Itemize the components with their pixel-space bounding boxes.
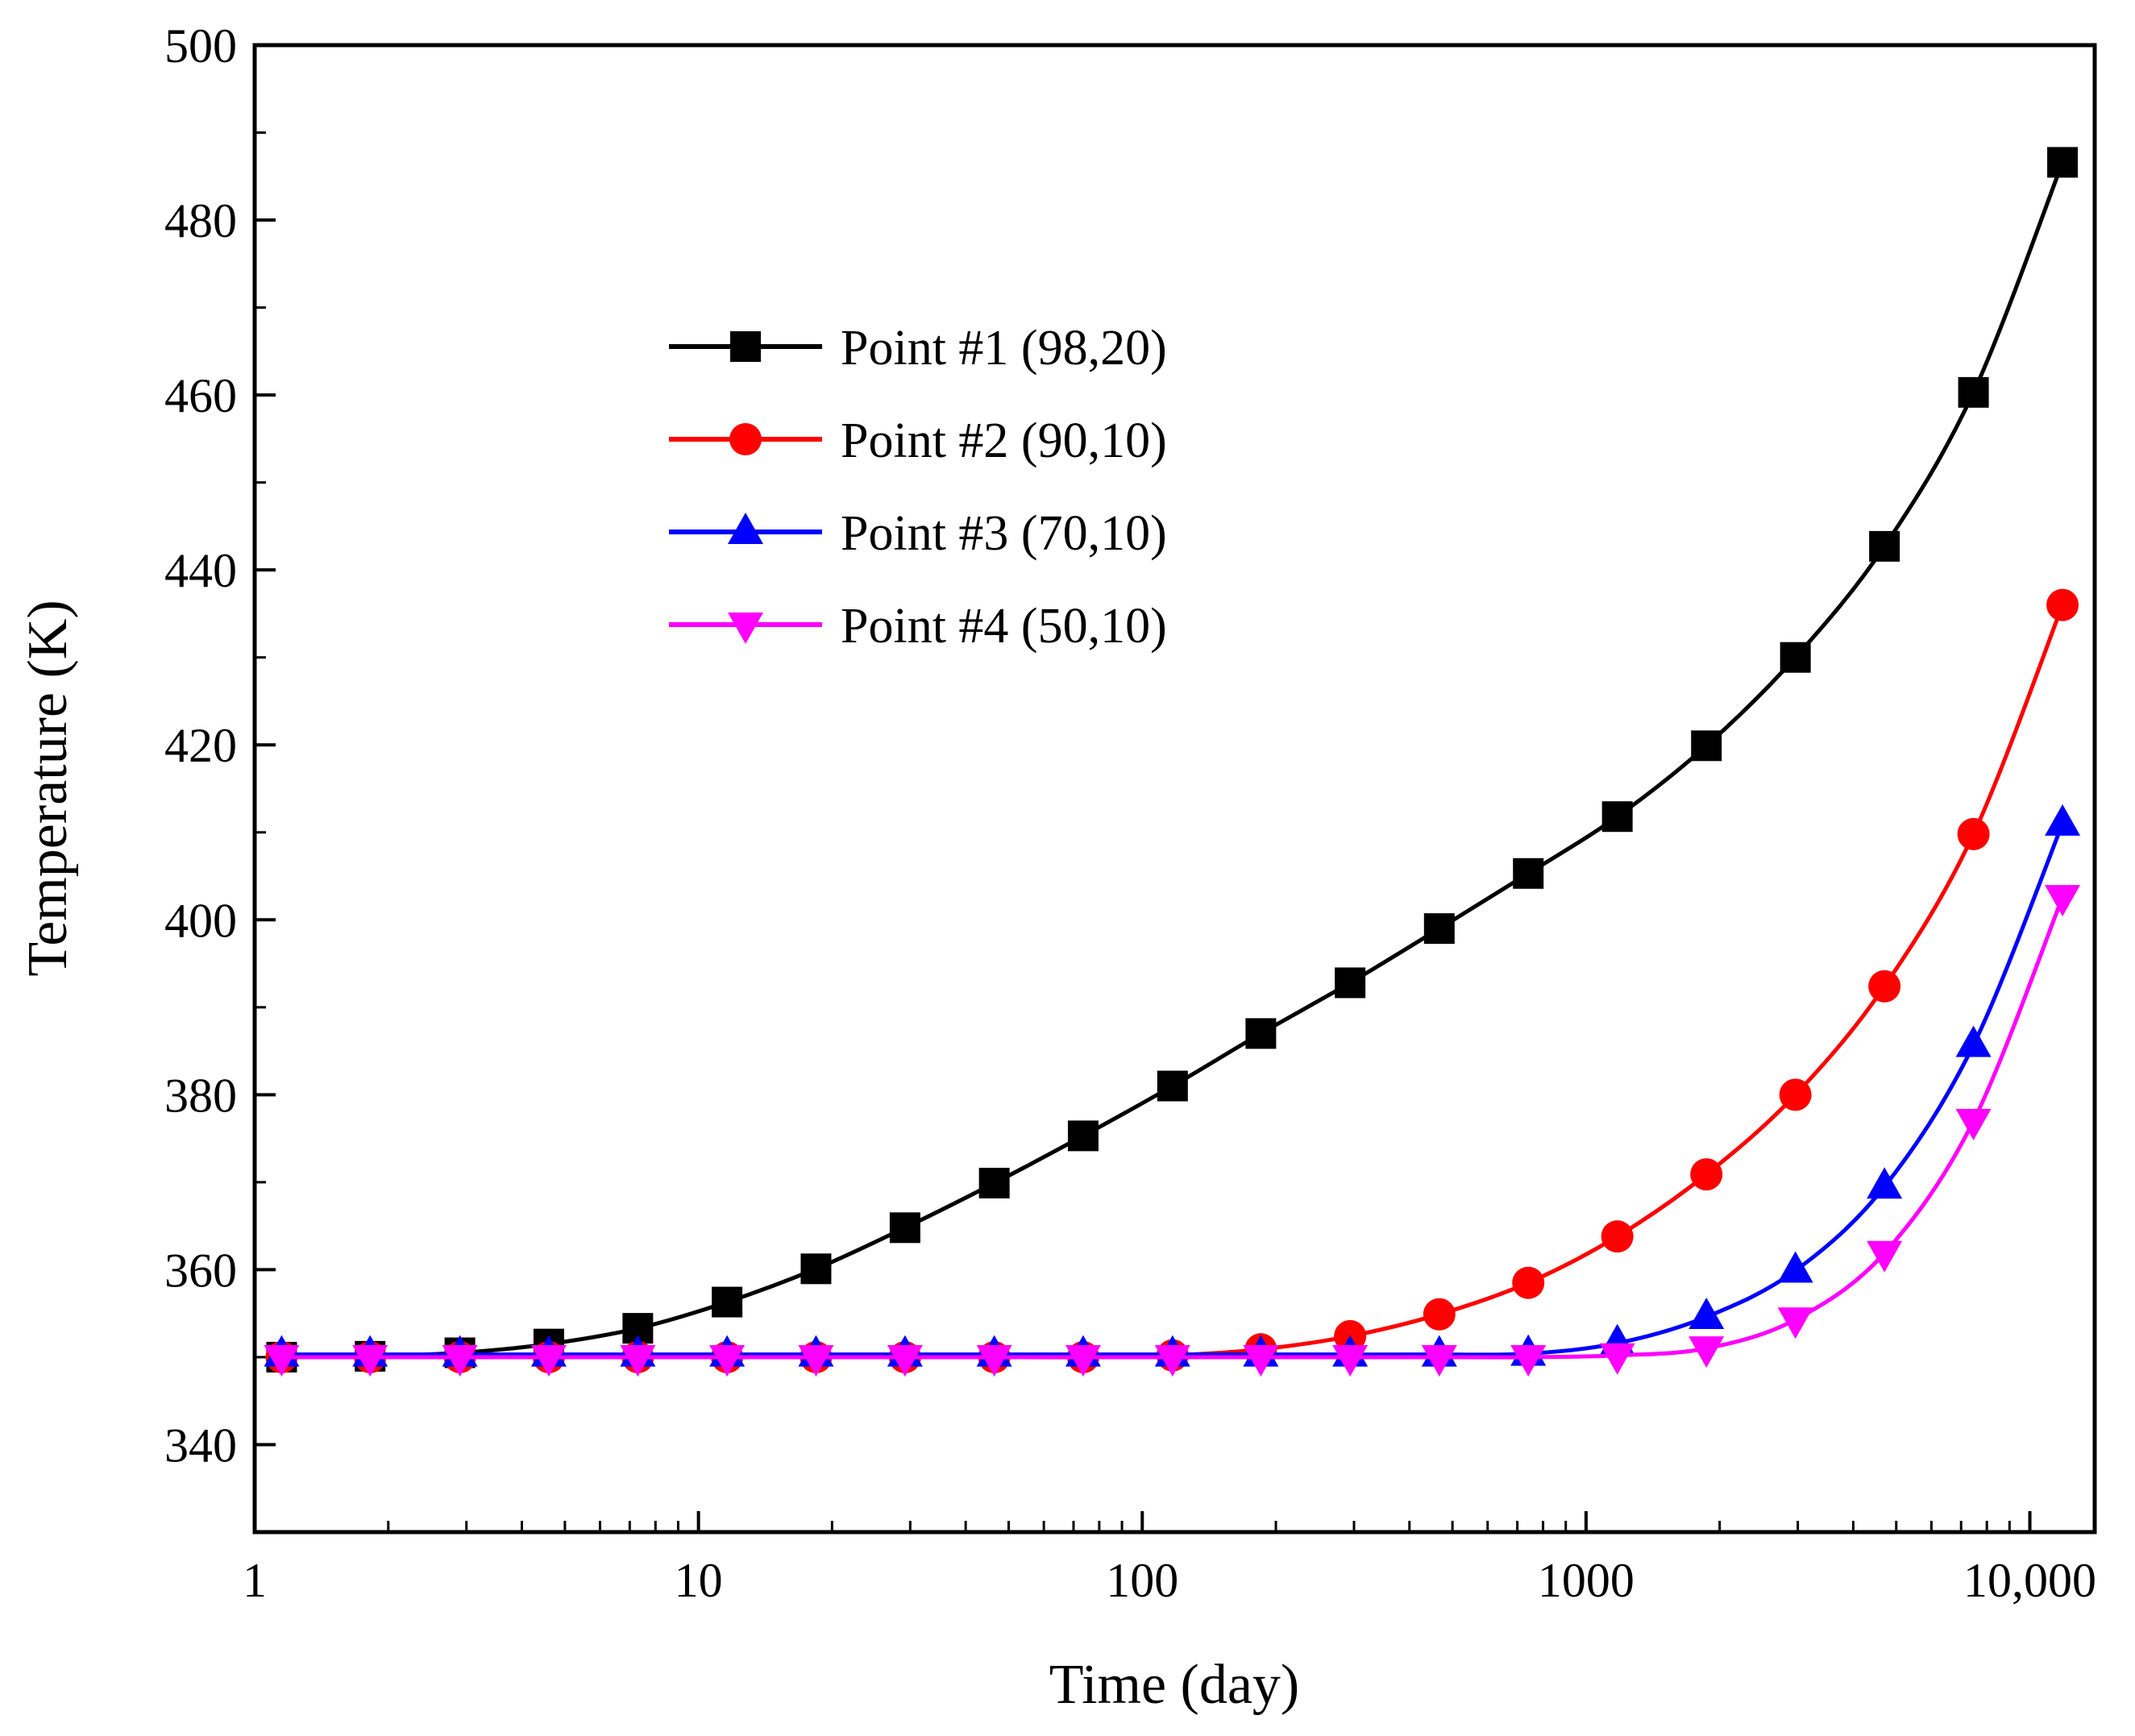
series-1-point [1245, 1018, 1277, 1049]
series-1-line [281, 161, 2065, 1360]
y-tick-label: 480 [164, 194, 237, 247]
series-2-point [1868, 970, 1901, 1003]
series-3-point [1955, 1025, 1992, 1057]
series-4-point [1510, 1344, 1547, 1377]
series-1-point [1335, 967, 1366, 999]
series-3-point [1867, 1167, 1903, 1199]
series-4-point [352, 1344, 388, 1377]
series-1-point [978, 1167, 1010, 1198]
series-1-point [1067, 1120, 1099, 1152]
series-1-point [889, 1212, 920, 1244]
legend-item-2: Point #2 (90,10) [669, 413, 1167, 468]
legend-item-1: Point #1 (98,20) [669, 321, 1167, 376]
series-4-point [1421, 1344, 1457, 1377]
series-4 [264, 885, 2081, 1377]
legend-label: Point #2 (90,10) [841, 413, 1167, 468]
series-1-point [1601, 801, 1633, 833]
series-4-point [976, 1344, 1012, 1377]
legend-marker [730, 331, 761, 362]
series-2 [265, 588, 2079, 1373]
series-layer [264, 147, 2081, 1377]
x-tick-label: 100 [1106, 1554, 1178, 1607]
series-4-point [1955, 1108, 1992, 1140]
legend-marker [728, 613, 763, 644]
series-1-point [1780, 642, 1811, 673]
series-4-point [530, 1344, 567, 1377]
series-4-point [1599, 1343, 1635, 1375]
legend-marker [729, 423, 762, 455]
legend-marker [728, 513, 763, 544]
series-1-point [1869, 530, 1900, 562]
series-2-point [1512, 1266, 1545, 1299]
series-4-point [1154, 1344, 1190, 1377]
series-1-point [800, 1253, 832, 1285]
series-4-point [709, 1344, 746, 1377]
y-axis-title: Temperature (K) [17, 600, 79, 976]
series-1-point [1691, 730, 1722, 762]
legend-item-3: Point #3 (70,10) [669, 506, 1167, 561]
series-4-point [620, 1344, 656, 1377]
y-tick-label: 440 [164, 544, 237, 597]
legend-label: Point #1 (98,20) [841, 321, 1167, 376]
series-1-point [2047, 147, 2079, 178]
y-tick-label: 420 [164, 719, 237, 772]
y-tick-label: 400 [164, 894, 237, 947]
x-tick-label: 10,000 [1963, 1554, 2096, 1607]
y-tick-label: 460 [164, 369, 237, 422]
x-axis-title: Time (day) [1049, 1654, 1299, 1716]
legend-label: Point #4 (50,10) [841, 599, 1167, 654]
x-tick-label: 1000 [1538, 1554, 1634, 1607]
y-tick-label: 340 [164, 1418, 237, 1472]
series-4-point [442, 1344, 478, 1377]
series-2-point [2046, 588, 2079, 621]
series-2-point [1690, 1158, 1723, 1191]
series-1-point [1157, 1070, 1188, 1102]
plot-frame [252, 43, 2097, 1535]
series-4-point [1777, 1307, 1813, 1339]
x-tick-label: 10 [675, 1554, 723, 1607]
series-3-point [1688, 1298, 1725, 1330]
series-4-point [798, 1344, 834, 1377]
series-4-point [1243, 1344, 1279, 1377]
series-4-point [1065, 1344, 1101, 1377]
series-4-point [2045, 885, 2081, 917]
legend-label: Point #3 (70,10) [841, 506, 1167, 561]
axis-tick-labels: 1 10 100 1000 10,000 340 360 380 400 420 440 460 480… [164, 19, 2096, 1607]
y-tick-label: 500 [164, 19, 237, 73]
series-2-point [1423, 1298, 1456, 1331]
legend-item-4: Point #4 (50,10) [669, 599, 1167, 654]
x-tick-label: 1 [243, 1554, 267, 1607]
series-1-point [1423, 913, 1455, 945]
series-1-point [1513, 858, 1544, 889]
series-3-point [1777, 1251, 1813, 1283]
series-2-point [1601, 1220, 1634, 1253]
series-4-line [281, 896, 2065, 1360]
series-4-point [887, 1344, 923, 1377]
y-tick-label: 360 [164, 1244, 237, 1297]
series-2-line [281, 604, 2065, 1360]
series-4-point [1332, 1344, 1369, 1377]
legend: Point #1 (98,20) Point #2 (90,10) Point #3… [669, 321, 1167, 654]
series-2-point [1957, 817, 1990, 850]
series-3-point [2045, 804, 2081, 836]
series-1-point [712, 1286, 743, 1318]
series-2-point [1779, 1078, 1812, 1111]
y-tick-label: 380 [164, 1069, 237, 1122]
series-4-point [264, 1344, 300, 1377]
series-4-point [1867, 1240, 1903, 1273]
series-3-line [281, 822, 2065, 1357]
series-4-point [1688, 1336, 1725, 1368]
series-1 [266, 147, 2079, 1373]
axis-ticks [253, 44, 2032, 1534]
series-1-point [1958, 376, 1989, 408]
